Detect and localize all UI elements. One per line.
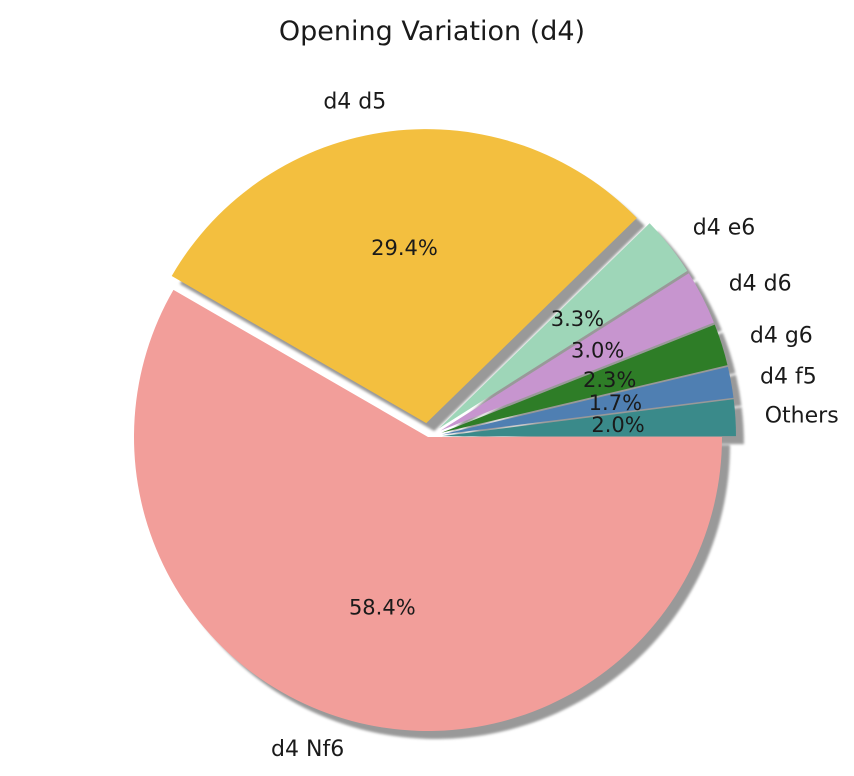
- slice-label-d4-f5: d4 f5: [760, 364, 817, 389]
- slice-labels: Others 2.0% d4 f5 1.7% d4 g6 2.3% d4 d6 3.0% d4 …: [271, 90, 839, 762]
- slices: [133, 129, 736, 732]
- slice-others: [441, 399, 736, 437]
- slice-label-d4-e6: d4 e6: [693, 215, 756, 240]
- chart-title: Opening Variation (d4): [279, 16, 585, 47]
- slice-percent-d4-d6: 3.0%: [571, 339, 624, 363]
- slice-label-d4-d5: d4 d5: [323, 90, 386, 115]
- slice-percent-d4-f5: 1.7%: [589, 391, 642, 415]
- slice-percent-others: 2.0%: [591, 413, 644, 437]
- slice-label-d4-nf6: d4 Nf6: [271, 737, 344, 762]
- slice-d4-f5: [441, 366, 734, 435]
- slice-d4-nf6: [133, 289, 722, 732]
- slice-d4-d5: [171, 129, 637, 424]
- slice-label-d4-g6: d4 g6: [750, 323, 813, 348]
- slice-percent-d4-nf6: 58.4%: [349, 595, 416, 619]
- slice-label-d4-d6: d4 d6: [729, 271, 792, 296]
- slice-label-others: Others: [765, 403, 839, 428]
- slice-d4-d6: [440, 273, 714, 431]
- slice-d4-e6: [438, 223, 688, 429]
- slice-percent-d4-d5: 29.4%: [371, 236, 438, 260]
- slice-percent-d4-e6: 3.3%: [551, 307, 604, 331]
- slice-percent-d4-g6: 2.3%: [583, 368, 636, 392]
- slice-d4-g6: [441, 324, 728, 433]
